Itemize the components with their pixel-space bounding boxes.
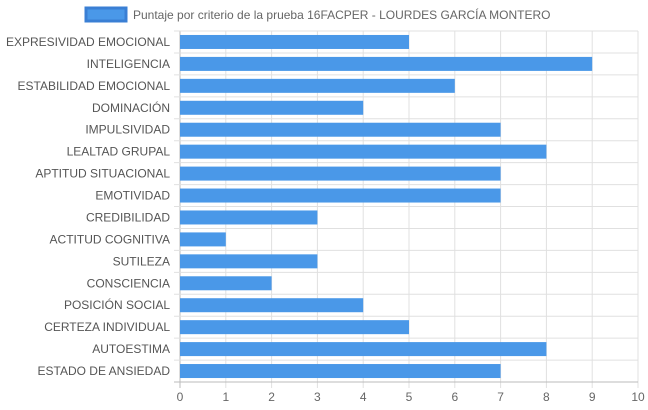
bar[interactable] <box>180 100 364 115</box>
category-label: APTITUD SITUACIONAL <box>35 167 170 181</box>
x-tick-label: 1 <box>222 390 229 404</box>
bar[interactable] <box>180 122 501 137</box>
category-label: INTELIGENCIA <box>87 57 170 71</box>
x-tick-label: 4 <box>360 390 367 404</box>
bars <box>180 34 593 379</box>
x-tick-label: 7 <box>497 390 504 404</box>
category-label: SUTILEZA <box>113 254 170 268</box>
legend[interactable]: Puntaje por criterio de la prueba 16FACP… <box>84 6 551 23</box>
category-label: EMOTIVIDAD <box>95 189 170 203</box>
bar[interactable] <box>180 298 364 313</box>
category-label: AUTOESTIMA <box>92 342 170 356</box>
x-tick-label: 8 <box>543 390 550 404</box>
x-tick-label: 6 <box>451 390 458 404</box>
bar[interactable] <box>180 34 409 49</box>
bar[interactable] <box>180 232 226 247</box>
category-label: ACTITUD COGNITIVA <box>50 232 170 246</box>
bar[interactable] <box>180 320 409 335</box>
category-label: LEALTAD GRUPAL <box>67 145 171 159</box>
category-label: DOMINACIÓN <box>92 100 170 115</box>
tick-labels: 0 1 2 3 4 5 6 7 8 9 10 <box>177 390 645 404</box>
legend-swatch <box>84 6 128 23</box>
bar[interactable] <box>180 78 455 93</box>
x-tick-label: 3 <box>314 390 321 404</box>
bar[interactable] <box>180 364 501 379</box>
bar[interactable] <box>180 342 547 357</box>
x-tick-label: 0 <box>177 390 184 404</box>
bar[interactable] <box>180 56 593 71</box>
category-label: POSICIÓN SOCIAL <box>64 297 170 312</box>
legend-label: Puntaje por criterio de la prueba 16FACP… <box>133 7 551 22</box>
category-label: IMPULSIVIDAD <box>85 123 170 137</box>
category-label: ESTABILIDAD EMOCIONAL <box>18 79 171 93</box>
x-tick-label: 5 <box>406 390 413 404</box>
x-tick-label: 10 <box>631 390 645 404</box>
category-label: CREDIBILIDAD <box>86 210 170 224</box>
bar[interactable] <box>180 254 318 269</box>
bar[interactable] <box>180 188 501 203</box>
category-label: EXPRESIVIDAD EMOCIONAL <box>6 35 170 49</box>
x-tick-label: 2 <box>268 390 275 404</box>
bar[interactable] <box>180 276 272 291</box>
bar[interactable] <box>180 210 318 225</box>
x-tick-label: 9 <box>589 390 596 404</box>
bar[interactable] <box>180 144 547 159</box>
bar[interactable] <box>180 166 501 181</box>
category-label: CERTEZA INDIVIDUAL <box>44 320 170 334</box>
category-label: ESTADO DE ANSIEDAD <box>38 364 171 378</box>
category-label: CONSCIENCIA <box>87 276 170 290</box>
category-labels: EXPRESIVIDAD EMOCIONAL INTELIGENCIA ESTABI… <box>6 35 170 378</box>
